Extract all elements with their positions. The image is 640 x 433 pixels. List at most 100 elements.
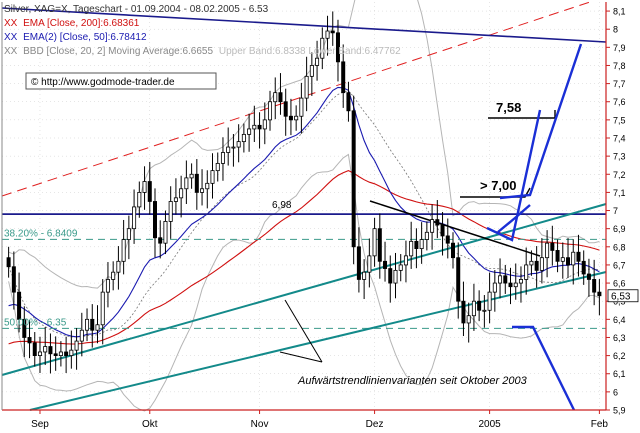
candle-body [315, 57, 320, 66]
candle-body [466, 315, 471, 324]
candle-body [27, 337, 32, 344]
trendline-lower [29, 271, 607, 411]
upper-channel-dashed [1, 1, 591, 197]
bullish-path-upper [499, 43, 583, 200]
downtrend-line [369, 200, 541, 257]
fib-38-label: 38.20% - 6.8409 [4, 228, 78, 239]
candle-body [351, 110, 356, 248]
candle-body [288, 115, 293, 121]
candle-body [283, 101, 288, 117]
legend-bbd-marker: XX [4, 46, 18, 57]
candle-body [126, 228, 131, 240]
candle-body [346, 92, 351, 112]
candle-body [173, 197, 178, 202]
candle-body [58, 351, 63, 356]
candle-body [419, 239, 424, 250]
candle-body [69, 349, 74, 357]
annotations: 38.20% - 6.8409 50.00% - 6.35 6,98 7,58 > 7,… [4, 43, 583, 411]
legend-ema200-marker: XX [4, 18, 18, 29]
candle-body [79, 329, 84, 342]
candle-body [555, 250, 560, 262]
legend-ema50-marker: XX [4, 32, 18, 43]
y-tick-label: 6,4 [613, 315, 626, 325]
bollinger-upper-band [8, 0, 600, 289]
bollinger-moving-average [8, 90, 600, 338]
candle-body [450, 242, 455, 259]
candle-body [241, 133, 246, 143]
legend-ema50-text: EMA(2) [Close, 50]:6.78412 [23, 32, 147, 43]
y-tick-label: 7,2 [613, 170, 626, 180]
candle-body [414, 240, 419, 250]
candle-body [518, 279, 523, 284]
candle-body [592, 279, 597, 293]
candle-body [100, 291, 105, 326]
candle-body [262, 119, 267, 130]
x-tick-label: Nov [251, 419, 269, 430]
candle-body [529, 260, 534, 266]
candle-body [17, 291, 22, 320]
candle-body [163, 221, 168, 244]
candle-body [200, 188, 205, 193]
candle-body [132, 206, 137, 230]
candle-body [179, 188, 184, 199]
candle-body [231, 146, 236, 149]
candle-body [597, 291, 602, 297]
candle-body [299, 97, 304, 117]
candle-body [356, 246, 361, 280]
y-tick-label: 7,1 [613, 188, 626, 198]
candle-body [440, 224, 445, 237]
candle-body [576, 251, 581, 262]
y-tick-label: 7,4 [613, 134, 626, 144]
candle-body [64, 351, 69, 356]
candle-body [424, 231, 429, 240]
candle-body [492, 282, 497, 293]
candle-body [215, 162, 220, 172]
candle-body [273, 92, 278, 103]
candle-body [581, 260, 586, 275]
candle-body [43, 346, 48, 353]
candle-body [111, 271, 116, 280]
candle-body [534, 260, 539, 271]
bullish-path-mid [497, 204, 531, 233]
candle-body [268, 101, 273, 121]
x-tick-label: Okt [142, 419, 158, 430]
candle-body [32, 342, 37, 357]
candle-body [409, 240, 414, 257]
pointer-line-1 [284, 299, 323, 363]
candle-body [121, 239, 126, 262]
candle-body [247, 128, 252, 135]
candle-body [210, 170, 215, 184]
target-break-underline [460, 187, 531, 198]
candle-body [341, 61, 346, 94]
candle-body [383, 260, 388, 269]
candle-body [430, 219, 435, 233]
legend: Silver, XAG=X, Tageschart - 01.09.2004 -… [4, 4, 401, 90]
candle-body [189, 173, 194, 179]
level-698-label: 6,98 [272, 200, 292, 211]
candle-body [194, 173, 199, 193]
candle-body [236, 141, 241, 148]
y-tick-label: 5,9 [613, 406, 626, 416]
candle-body [482, 309, 487, 312]
candle-body [372, 228, 377, 257]
candle-body [6, 257, 11, 268]
candle-body [393, 269, 398, 284]
y-tick-label: 7,9 [613, 43, 626, 53]
candle-body [168, 201, 173, 222]
legend-bbd-text: BBD [Close, 20, 2] Moving Average:6.6655 [23, 46, 213, 57]
x-tick-label: Sep [31, 419, 49, 430]
candle-body [147, 181, 152, 202]
candle-body [560, 257, 565, 262]
bearish-path [512, 325, 576, 411]
candle-body [571, 251, 576, 266]
candle-body [498, 275, 503, 284]
candle-body [294, 115, 299, 121]
reference-lines [1, 1, 607, 411]
legend-bbd: XX BBD [Close, 20, 2] Moving Average:6.6… [4, 46, 401, 57]
candlestick-series [6, 11, 602, 374]
y-tick-label: 6,1 [613, 369, 626, 379]
candle-body [184, 177, 189, 190]
target-break-label: > 7,00 [480, 178, 517, 193]
